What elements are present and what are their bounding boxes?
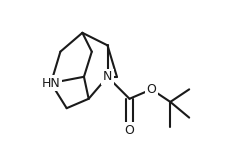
Text: O: O [124, 124, 134, 137]
Text: HN: HN [42, 77, 60, 90]
Text: N: N [103, 70, 112, 83]
Text: O: O [147, 83, 156, 96]
